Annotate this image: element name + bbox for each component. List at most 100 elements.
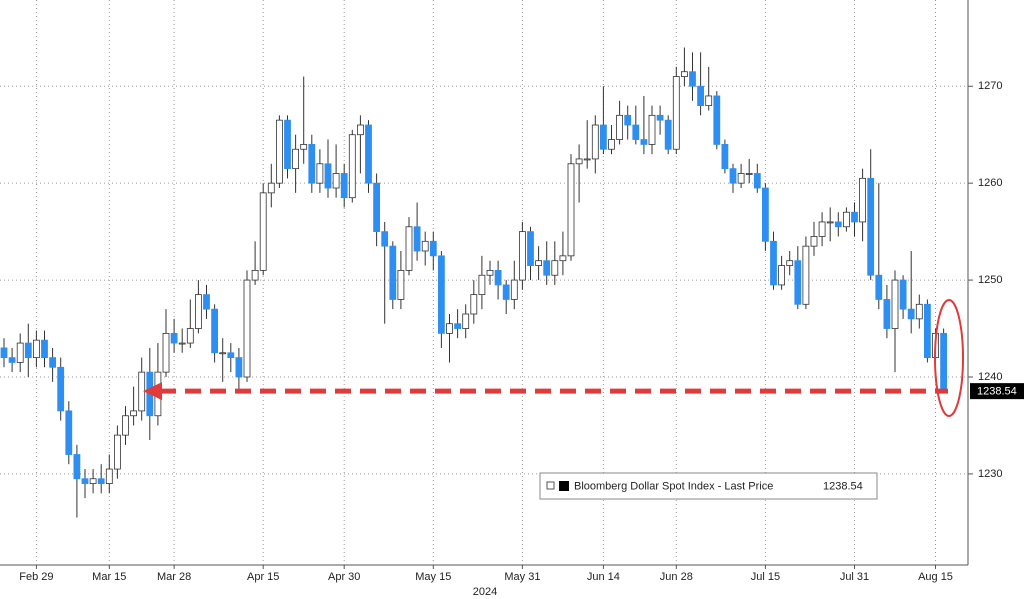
legend-box (539, 472, 878, 500)
x-tick-label: Jul 31 (840, 571, 869, 583)
candle-body (211, 308, 219, 354)
candle-body (122, 415, 129, 436)
candle-body (899, 279, 907, 310)
candle-body (559, 255, 567, 262)
candle-body (770, 240, 777, 286)
x-tick-label: Mar 28 (157, 571, 191, 583)
candle-body (0, 347, 8, 359)
x-tick-label: Apr 30 (328, 571, 360, 583)
candle-body (138, 371, 146, 412)
legend: Bloomberg Dollar Spot Index - Last Price… (539, 472, 878, 500)
candle-body (721, 143, 729, 170)
last-price-label: 1238.54 (977, 386, 1017, 398)
candle-body (308, 143, 316, 184)
candle-body (502, 284, 510, 300)
candle-body (843, 211, 850, 228)
candle-body (178, 342, 186, 345)
candle-body (348, 134, 356, 199)
x-tick-label: May 31 (504, 571, 540, 583)
candle-body (332, 173, 340, 189)
candle-body (130, 410, 138, 417)
candle-body (794, 260, 802, 305)
candle-body (745, 173, 753, 175)
candle-body (73, 454, 81, 480)
candle-body (446, 323, 453, 334)
x-tick-label: Jul 15 (751, 571, 780, 583)
candle-body (632, 124, 640, 140)
candle-body (527, 231, 534, 266)
candle-body (8, 357, 16, 363)
candle-body (891, 279, 899, 329)
candle-body (397, 269, 405, 300)
candle-body (227, 352, 235, 359)
candle-body (356, 124, 364, 136)
highlight-ellipse (934, 299, 964, 417)
candle-body (875, 274, 883, 300)
candle-body (57, 366, 65, 412)
candle-body (486, 269, 494, 276)
candle-body (324, 163, 332, 189)
candle-body (365, 124, 372, 184)
x-axis-year: 2024 (473, 586, 497, 598)
candle-body (600, 124, 607, 150)
candle-body (421, 240, 429, 252)
x-tick-label: Aug 15 (918, 571, 953, 583)
candle-body (105, 468, 113, 484)
candle-body (267, 182, 275, 194)
candle-body (381, 231, 389, 247)
candle-body (608, 139, 615, 150)
candle-body (65, 410, 73, 455)
candle-body (689, 71, 696, 87)
candle-body (753, 173, 761, 189)
candle-body (413, 226, 421, 252)
candle-body (778, 265, 785, 286)
candle-body (551, 260, 559, 276)
candle-body (405, 226, 413, 271)
candle-body (284, 119, 291, 170)
candle-body (713, 95, 721, 145)
candle-body (510, 279, 518, 300)
candle-body (114, 434, 121, 470)
candle-body (664, 119, 672, 150)
candle-body (235, 357, 243, 378)
candle-body (203, 294, 210, 310)
candle-body (194, 294, 202, 329)
candle-body (729, 168, 737, 184)
last-price-box (970, 383, 1024, 400)
candle-body (762, 187, 769, 242)
candle-body (33, 339, 40, 359)
candle-body (697, 85, 704, 107)
candle-body (851, 211, 858, 223)
candle-body (786, 260, 794, 266)
candle-body (316, 163, 324, 184)
y-tick-label: 1250 (978, 274, 1002, 286)
candle-body (648, 114, 656, 145)
candle-body (89, 478, 97, 484)
candle-body (49, 357, 56, 368)
candle-body (940, 332, 947, 392)
x-tick-label: Feb 29 (19, 571, 53, 583)
candle-body (437, 255, 445, 334)
candle-body (672, 76, 680, 150)
candle-body (859, 177, 866, 223)
candle-body (826, 221, 834, 224)
y-tick-label: 1240 (978, 371, 1002, 383)
candle-body (883, 299, 891, 329)
candle-body (186, 328, 194, 344)
candle-body (373, 182, 381, 233)
legend-last-price: 1238.54 (823, 480, 863, 492)
candle-body (519, 231, 526, 281)
candle-body (494, 269, 502, 286)
candle-body (867, 177, 875, 276)
legend-toggle (546, 481, 555, 490)
candle-body (259, 192, 267, 271)
candle-body (219, 352, 227, 355)
candle-body (97, 478, 105, 484)
candle-body (292, 148, 300, 170)
x-tick-label: Jun 14 (587, 571, 620, 583)
candle-body (810, 236, 818, 247)
candle-body (462, 313, 470, 329)
candle-body (340, 173, 348, 199)
candle-body (454, 323, 462, 329)
